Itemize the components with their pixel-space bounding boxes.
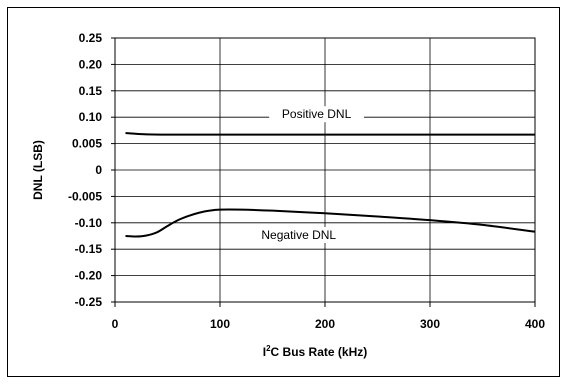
y-tick-label: 0.20 — [79, 57, 103, 71]
chart-frame — [7, 7, 560, 377]
x-tick-label: 400 — [525, 317, 545, 331]
y-tick-label: -0.005 — [68, 189, 102, 203]
x-tick-label: 100 — [210, 317, 230, 331]
y-tick-label: 0.10 — [79, 110, 103, 124]
grid-lines — [115, 38, 535, 302]
y-tick-label: -0.20 — [75, 269, 103, 283]
series-line-positive-dnl — [125, 132, 535, 136]
annotation-positive-dnl-bg — [269, 106, 364, 123]
series-line-negative-dnl — [125, 208, 536, 238]
annotation-negative-dnl-bg — [251, 227, 347, 243]
x-tick-label: 200 — [315, 317, 335, 331]
y-tick-label: -0.15 — [75, 242, 103, 256]
x-axis-label: I2C Bus Rate (kHz) — [263, 344, 367, 359]
series-lines — [125, 132, 536, 238]
y-tick-label: 0.005 — [72, 137, 102, 151]
y-tick-label: -0.10 — [75, 216, 103, 230]
annotation-negative-dnl: Negative DNL — [261, 228, 336, 242]
y-axis-label: DNL (LSB) — [31, 140, 45, 200]
x-axis-label-sup: 2 — [266, 344, 271, 353]
x-tick-label: 0 — [112, 317, 119, 331]
x-axis-label-main: I — [263, 345, 266, 359]
x-axis-label-rest: C Bus Rate (kHz) — [271, 345, 368, 359]
y-tick-label: -0.25 — [75, 295, 103, 309]
x-tick-label: 300 — [420, 317, 440, 331]
y-tick-label: 0 — [95, 163, 102, 177]
y-tick-label: 0.15 — [79, 84, 103, 98]
annotations: Positive DNL Negative DNL — [251, 106, 364, 243]
y-tick-labels: 0.25 0.20 0.15 0.10 0.005 0 -0.005 -0.10 -0.15 -0… — [68, 31, 115, 309]
x-tick-labels: 0 100 200 300 400 — [112, 302, 545, 331]
annotation-positive-dnl: Positive DNL — [282, 107, 352, 121]
y-tick-label: 0.25 — [79, 31, 103, 45]
